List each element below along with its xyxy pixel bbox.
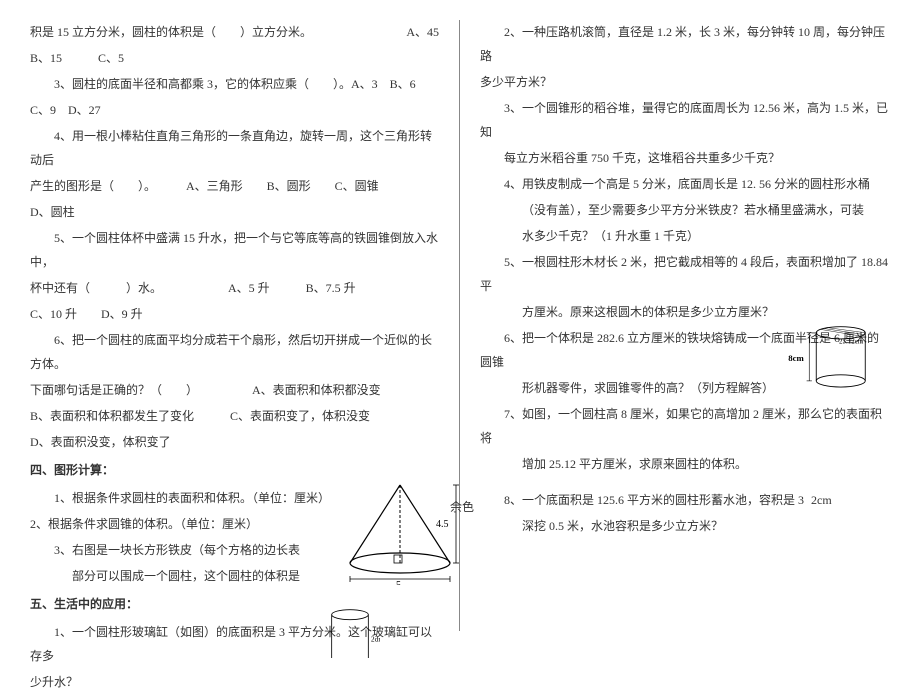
q-intro-text: 积是 15 立方分米，圆柱的体积是（ ）立方分米。 xyxy=(30,25,312,39)
q6: 6、把一个圆柱的底面平均分成若干个扇形，然后切开拼成一个近似的长方体。 xyxy=(30,328,439,376)
fig-top-label: 2cm xyxy=(811,493,832,507)
r-q3b: 每立方米稻谷重 750 千克，这堆稻谷共重多少千克？ xyxy=(480,146,890,170)
q6d: D、表面积没变，体积变了 xyxy=(30,430,439,454)
r-q8-text: 8、一个底面积是 125.6 平方米的圆柱形蓄水池，容积是 3 xyxy=(504,493,804,507)
q5: 5、一个圆柱体杯中盛满 15 升水，把一个与它等底等高的铁圆锥倒放入水中， xyxy=(30,226,439,274)
cyl-left-height-label: 2dm xyxy=(371,634,380,643)
r-q7: 7、如图，一个圆柱高 8 厘米，如果它的高增加 2 厘米，那么它的表面积将 xyxy=(480,402,890,450)
q4c: D、圆柱 xyxy=(30,200,439,224)
q6b: 下面哪句话是正确的？（ ） A、表面积和体积都没变 xyxy=(30,378,439,402)
extra-label: 余色 xyxy=(450,498,474,515)
q-intro-opts: B、15 C、5 xyxy=(30,46,439,70)
r-q4c: 水多少千克？（1 升水重 1 千克） xyxy=(480,224,890,248)
r-q5b: 方厘米。原来这根圆木的体积是多少立方厘米？ xyxy=(480,300,890,324)
cone-height-label: 4.5 xyxy=(436,519,449,530)
s5-1b: 少升水？ xyxy=(30,670,439,694)
fig-height-label: 8cm xyxy=(788,353,804,363)
r-q3: 3、一个圆锥形的稻谷堆，量得它的底面周长为 12.56 米，高为 1.5 米，已… xyxy=(480,96,890,144)
q5b: 杯中还有（ ）水。 A、5 升 B、7.5 升 xyxy=(30,276,439,300)
r-q4b: （没有盖），至少需要多少平方分米铁皮？若水桶里盛满水，可装 xyxy=(480,198,890,222)
q-intro-opt-a: A、45 xyxy=(406,20,439,44)
r-q4: 4、用铁皮制成一个高是 5 分米，底面周长是 12. 56 分米的圆柱形水桶 xyxy=(480,172,890,196)
r-q7b: 增加 25.12 平方厘米，求原来圆柱的体积。 xyxy=(480,452,890,476)
intro-line: 积是 15 立方分米，圆柱的体积是（ ）立方分米。 A、45 xyxy=(30,20,439,44)
q4b: 产生的图形是（ ）。 A、三角形 B、圆形 C、圆锥 xyxy=(30,174,439,198)
q6c: B、表面积和体积都发生了变化 C、表面积变了，体积没变 xyxy=(30,404,439,428)
s4-3-text: 3、右图是一块长方形铁皮（每个方格的边长表 xyxy=(54,543,300,557)
cone-base-label: 5 xyxy=(396,580,401,585)
r-q8b: 深挖 0.5 米，水池容积是多少立方米？ xyxy=(480,514,890,538)
q5c: C、10 升 D、9 升 xyxy=(30,302,439,326)
r-q8: 8、一个底面积是 125.6 平方米的圆柱形蓄水池，容积是 3 2cm xyxy=(480,488,890,512)
r-q2b: 多少平方米？ xyxy=(480,70,890,94)
r-q5: 5、一根圆柱形木材长 2 米，把它截成相等的 4 段后，表面积增加了 18.84… xyxy=(480,250,890,298)
q3-opts: C、9 D、27 xyxy=(30,98,439,122)
q4: 4、用一根小棒粘住直角三角形的一条直角边，旋转一周，这个三角形转动后 xyxy=(30,124,439,172)
q3: 3、圆柱的底面半径和高都乘 3，它的体积应乘（ ）。A、3 B、6 xyxy=(30,72,439,96)
r-q2: 2、一种压路机滚筒，直径是 1.2 米，长 3 米，每分钟转 10 周，每分钟压… xyxy=(480,20,890,68)
fig-side-label: 25.12cm xyxy=(839,337,864,345)
cylinder-figure-right: 25.12cm 8cm xyxy=(787,324,877,394)
cone-figure: 4.5 5 xyxy=(340,475,460,585)
